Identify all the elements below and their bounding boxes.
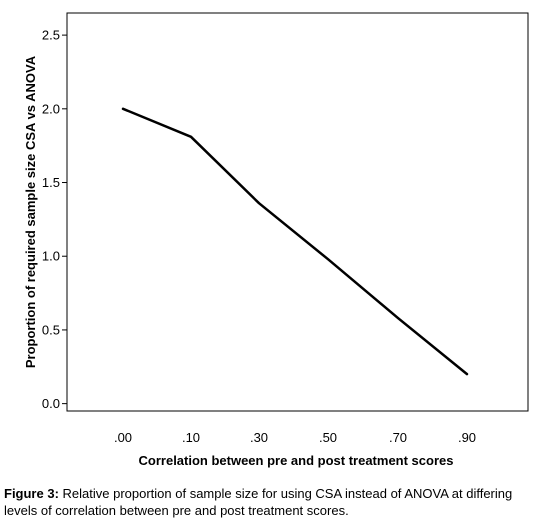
y-axis-title: Proportion of required sample size CSA v…	[23, 55, 38, 368]
x-tick-label: .70	[389, 430, 407, 445]
x-tick-label: .30	[250, 430, 268, 445]
x-axis-title: Correlation between pre and post treatme…	[139, 453, 454, 468]
y-tick-label: 2.0	[42, 101, 60, 116]
y-axis: 0.0 0.5 1.0 1.5 2.0 2.5	[42, 28, 67, 411]
y-tick-label: 0.0	[42, 396, 60, 411]
data-point	[466, 373, 468, 376]
line-chart: 0.0 0.5 1.0 1.5 2.0 2.5 .00 .10 .30 .50 .70 .90 Co…	[23, 12, 529, 468]
y-tick-label: 1.0	[42, 249, 60, 264]
x-tick-label: .00	[114, 430, 132, 445]
figure-caption: Figure 3: Relative proportion of sample …	[4, 485, 538, 519]
data-point	[258, 202, 260, 205]
figure-caption-label: Figure 3:	[4, 486, 59, 501]
series-group	[121, 107, 469, 376]
y-tick-label: 2.5	[42, 28, 60, 43]
data-point	[122, 107, 124, 110]
data-point	[190, 135, 192, 138]
data-point	[327, 258, 329, 261]
figure-caption-text: Relative proportion of sample size for u…	[4, 486, 513, 518]
plot-area-frame	[66, 12, 529, 412]
x-tick-label: .10	[182, 430, 200, 445]
x-tick-label: .90	[458, 430, 476, 445]
x-tick-label: .50	[319, 430, 337, 445]
data-point	[397, 317, 399, 320]
series-line	[121, 107, 469, 376]
y-tick-label: 0.5	[42, 322, 60, 337]
x-axis: .00 .10 .30 .50 .70 .90	[114, 430, 476, 445]
y-tick-label: 1.5	[42, 175, 60, 190]
